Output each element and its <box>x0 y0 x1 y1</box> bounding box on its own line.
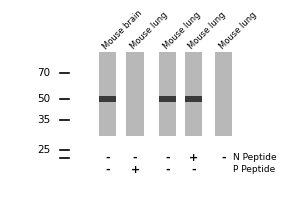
Text: -: - <box>105 165 110 175</box>
Text: +: + <box>130 165 140 175</box>
Text: P Peptide: P Peptide <box>233 165 275 174</box>
Bar <box>215 52 232 136</box>
Bar <box>159 52 176 136</box>
Text: -: - <box>221 153 226 163</box>
Text: 70: 70 <box>37 68 50 78</box>
Text: -: - <box>105 153 110 163</box>
Text: -: - <box>191 165 196 175</box>
Bar <box>98 52 116 136</box>
Text: N Peptide: N Peptide <box>233 153 276 162</box>
Text: Mouse lung: Mouse lung <box>129 10 169 51</box>
Text: Mouse lung: Mouse lung <box>161 10 202 51</box>
Bar <box>184 52 202 136</box>
Text: +: + <box>189 153 198 163</box>
Text: Mouse brain: Mouse brain <box>101 8 144 51</box>
Bar <box>184 96 202 102</box>
Bar <box>159 96 176 102</box>
Text: 50: 50 <box>37 94 50 104</box>
Text: -: - <box>165 165 170 175</box>
Text: -: - <box>165 153 170 163</box>
Text: -: - <box>133 153 137 163</box>
Bar <box>126 52 144 136</box>
Text: 25: 25 <box>37 145 50 155</box>
Text: Mouse lung: Mouse lung <box>217 10 258 51</box>
Text: 35: 35 <box>37 115 50 125</box>
Bar <box>98 96 116 102</box>
Text: Mouse lung: Mouse lung <box>187 10 228 51</box>
